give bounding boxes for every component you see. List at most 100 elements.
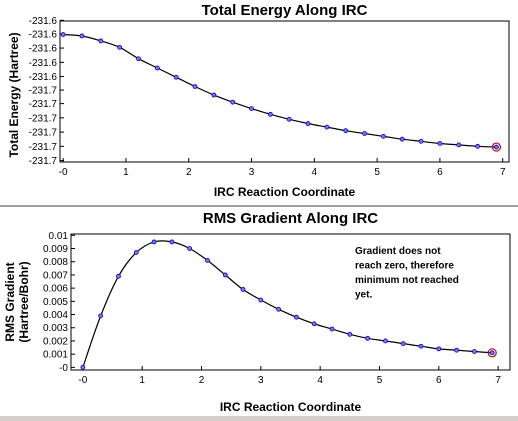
y-tick-label: 0.009 (43, 244, 68, 255)
data-point (454, 347, 460, 353)
x-tick-label: 7 (500, 167, 506, 178)
y-tick-label: 0.001 (43, 350, 68, 361)
data-point (222, 272, 228, 278)
data-point (418, 138, 424, 144)
y-axis-label: (Hartree/Bohr) (17, 261, 31, 342)
data-point (205, 258, 210, 263)
y-axis-label: RMS Gradient (3, 262, 17, 341)
data-point (305, 121, 311, 126)
x-tick-label: 4 (312, 167, 318, 178)
y-tick-label: -231.7 (29, 156, 58, 167)
data-point (98, 313, 104, 319)
y-tick-label: -231.7 (29, 142, 58, 153)
data-point (347, 331, 353, 337)
data-point (151, 239, 157, 245)
x-tick-label: 1 (123, 167, 129, 178)
chart-title: RMS Gradient Along IRC (203, 210, 378, 227)
x-tick-label: 1 (139, 375, 145, 386)
data-point (437, 141, 443, 146)
data-point (494, 144, 499, 150)
y-tick-label: -231.6 (29, 58, 58, 69)
y-tick-label: -231.6 (29, 29, 58, 40)
x-tick-label: 4 (317, 375, 323, 386)
data-point (133, 250, 139, 255)
y-axis-label: Total Energy (Hartree) (7, 32, 21, 157)
data-point (249, 106, 254, 111)
data-point (472, 349, 477, 354)
energy-chart[interactable]: Total Energy Along IRC -231.6 -231.6 -231.6… (0, 0, 518, 205)
y-tick-label: -231.6 (29, 72, 58, 83)
plot-area (70, 233, 511, 371)
data-point (399, 136, 405, 142)
data-point (475, 143, 481, 149)
current-point-marker (491, 142, 502, 152)
y-tick-label: 0.01 (49, 231, 69, 242)
data-point (117, 44, 123, 50)
current-point-marker (487, 348, 497, 358)
data-point (276, 306, 282, 312)
data-point (365, 335, 371, 341)
y-tick-label: 0.004 (43, 310, 68, 321)
data-point (60, 32, 66, 37)
annotation-line: Gradient does not (355, 246, 441, 257)
y-tick-label: -231.7 (29, 113, 58, 124)
y-tick-label: 0.007 (43, 270, 68, 281)
data-point (436, 346, 442, 352)
gradient-chart[interactable]: RMS Gradient Along IRC -0 0.001 0.002 0.003 0… (0, 207, 518, 416)
data-point (80, 364, 86, 370)
data-point (456, 142, 462, 148)
data-point (154, 65, 160, 71)
data-point (258, 297, 264, 303)
data-point (240, 287, 246, 292)
x-axis-label: IRC Reaction Coordinate (214, 185, 356, 199)
data-point (311, 321, 317, 327)
y-tick-label: -0 (59, 363, 68, 374)
data-point (169, 239, 175, 245)
x-axis-label: IRC Reaction Coordinate (220, 400, 362, 414)
x-tick-label: 7 (495, 375, 501, 386)
energy-chart-panel: Total Energy Along IRC -231.6 -231.6 -231.6… (0, 0, 518, 205)
plot-area (59, 20, 510, 163)
data-point (400, 341, 406, 346)
y-tick-label: -231.6 (29, 44, 58, 55)
y-tick-label: -231.7 (29, 99, 58, 110)
data-point (383, 338, 388, 344)
data-point (343, 128, 349, 134)
y-tick-label: 0.005 (43, 297, 68, 308)
data-point (187, 246, 193, 251)
chart-title: Total Energy Along IRC (202, 2, 368, 19)
data-point (136, 56, 141, 62)
data-point (324, 124, 330, 130)
x-tick-label: 2 (186, 167, 192, 178)
x-tick-label: 3 (249, 167, 255, 178)
data-point (381, 133, 386, 139)
annotation-line: minimum not reached (355, 275, 459, 286)
data-point (286, 116, 292, 122)
data-point (192, 84, 198, 89)
x-tick-label: 6 (436, 375, 442, 386)
x-tick-label: 6 (437, 167, 443, 178)
gradient-chart-panel: RMS Gradient Along IRC -0 0.001 0.002 0.003 0… (0, 207, 518, 416)
y-tick-label: -231.7 (29, 128, 58, 139)
data-point (267, 111, 273, 117)
annotation-line: yet. (355, 290, 372, 301)
x-tick-label: -0 (78, 375, 87, 386)
data-point (329, 326, 335, 332)
data-point (362, 131, 367, 136)
data-point (489, 350, 495, 356)
panel-divider[interactable] (0, 205, 518, 207)
y-tick-label: 0.003 (43, 323, 68, 334)
y-tick-label: 0.006 (43, 284, 68, 295)
x-tick-label: 3 (258, 375, 264, 386)
y-tick-label: -231.6 (29, 16, 58, 27)
x-tick-label: 5 (377, 375, 383, 386)
y-tick-label: -231.7 (29, 86, 58, 97)
data-point (211, 92, 217, 98)
y-tick-label: 0.002 (43, 336, 68, 347)
data-point (79, 33, 85, 39)
data-point (173, 74, 179, 80)
data-point (230, 99, 236, 105)
data-point (418, 343, 424, 349)
annotation-line: reach zero, therefore (355, 261, 454, 272)
